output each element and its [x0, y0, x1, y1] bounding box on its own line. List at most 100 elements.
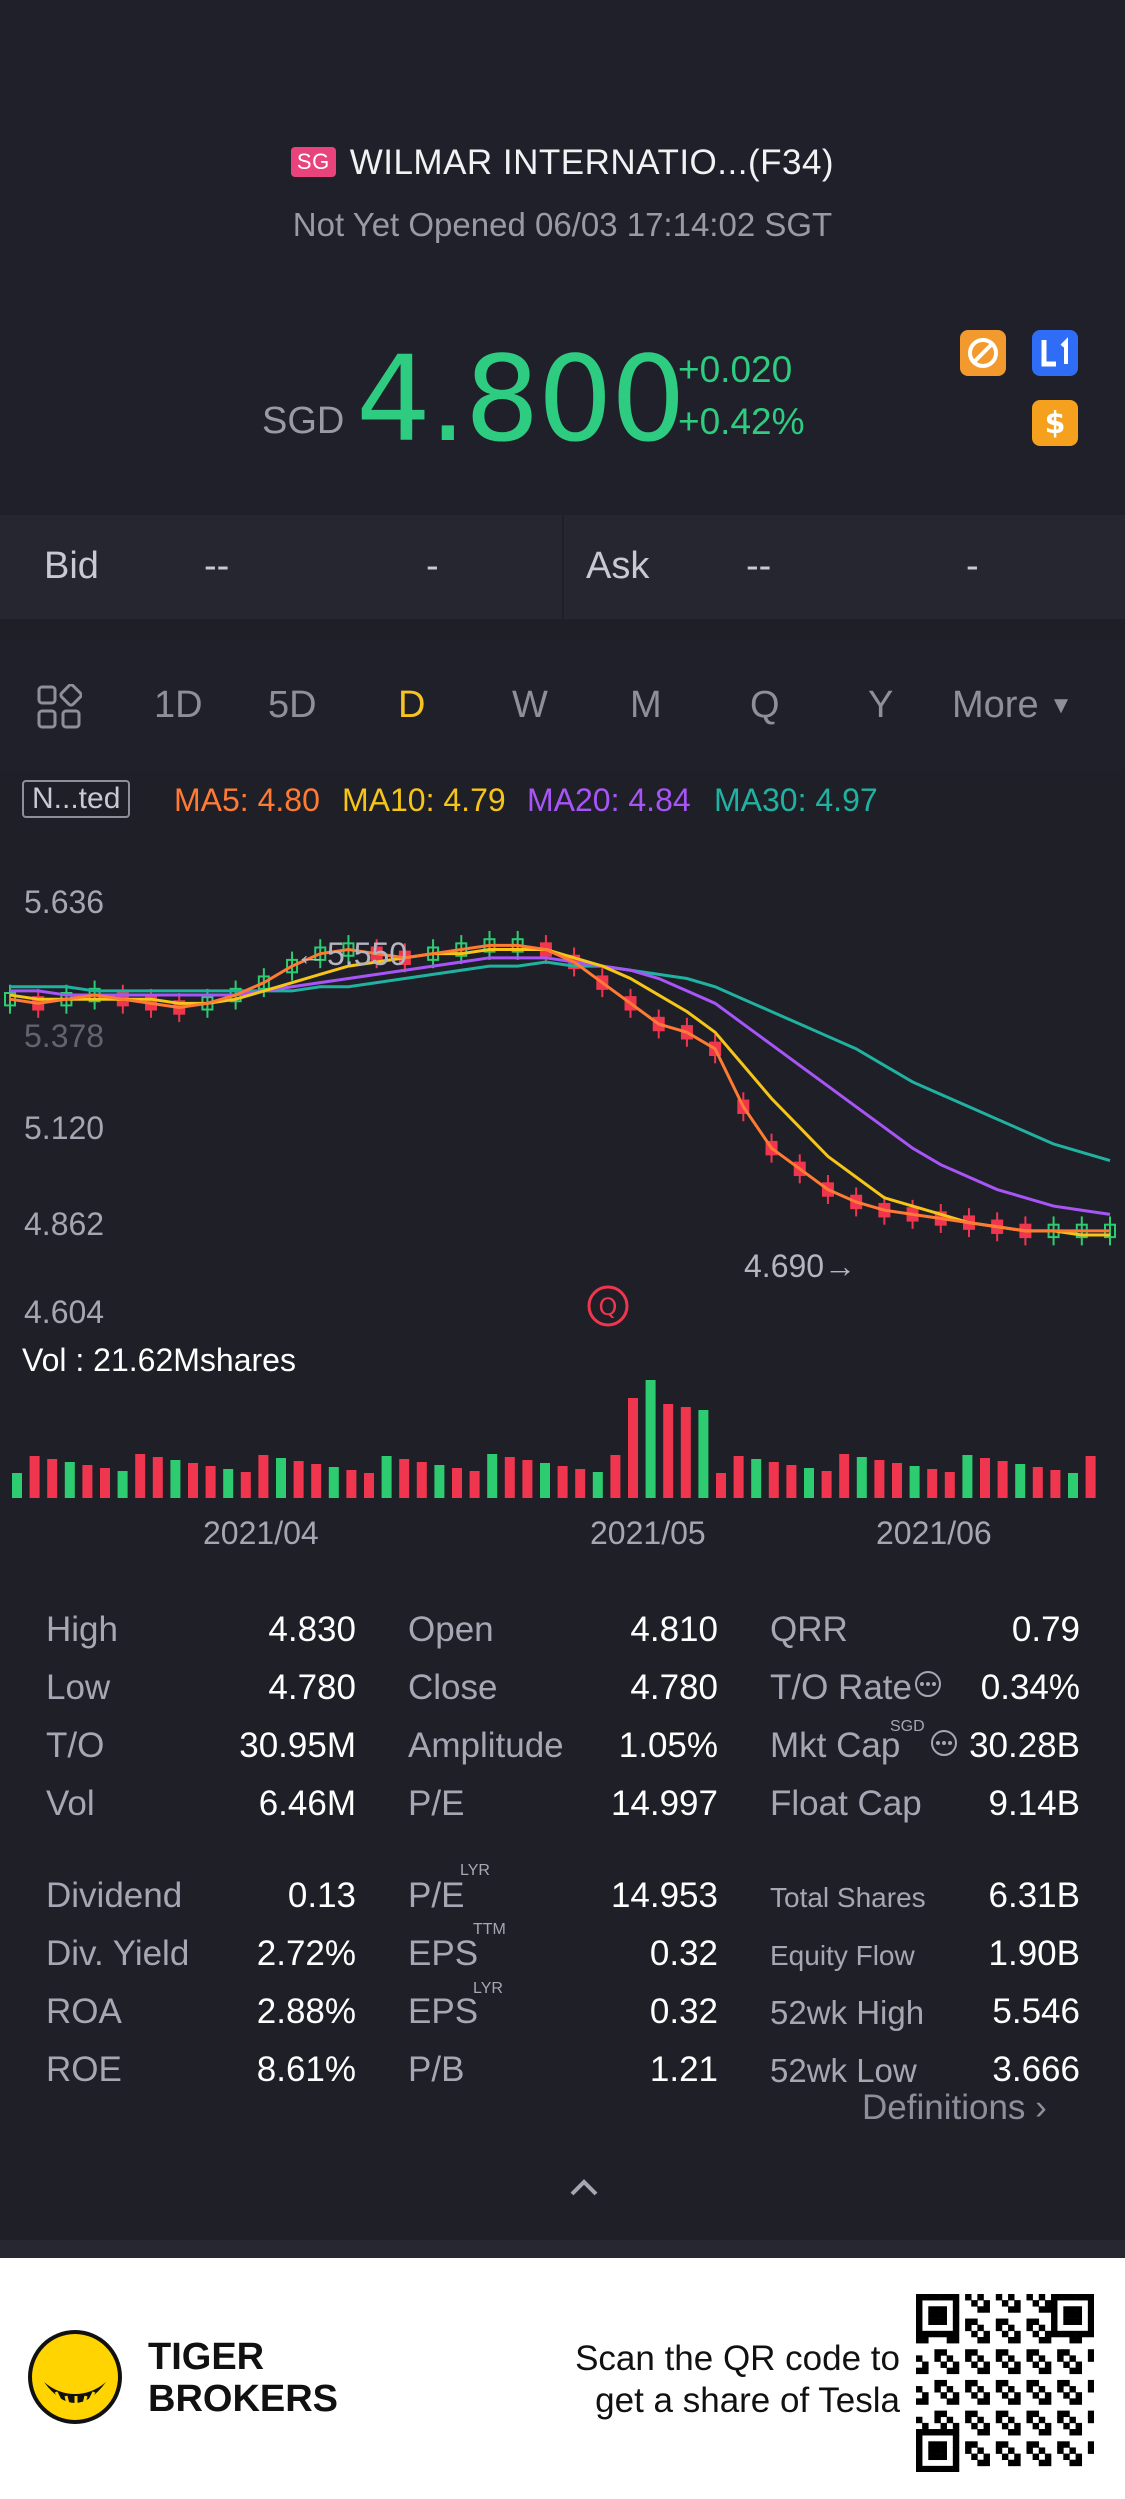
stat-label: P/E	[408, 1784, 465, 1823]
volume-bar	[1015, 1464, 1026, 1498]
level1-icon[interactable]	[1032, 330, 1078, 376]
market-status: Not Yet Opened 06/03 17:14:02 SGT	[292, 206, 833, 243]
info-icon[interactable]	[930, 1729, 958, 1757]
layout-grid-icon[interactable]	[36, 683, 83, 735]
volume-bar	[152, 1457, 163, 1498]
volume-bar	[346, 1470, 357, 1498]
volume-bar	[680, 1407, 691, 1498]
volume-bar	[997, 1461, 1008, 1498]
eps-ttm-sup: TTM	[473, 1921, 506, 1938]
candlestick-chart[interactable]	[0, 860, 1125, 1360]
change-percent: +0.42%	[678, 401, 805, 442]
ma30-line	[10, 960, 1111, 1163]
no-trading-icon[interactable]	[960, 330, 1006, 376]
volume-bar	[909, 1466, 920, 1498]
price-change: +0.020 +0.42%	[678, 344, 805, 448]
volume-bar	[504, 1457, 515, 1498]
promo-line2: get a share of Tesla	[595, 2381, 900, 2420]
ask-label: Ask	[586, 545, 650, 587]
volume-label: Vol : 21.62Mshares	[22, 1342, 296, 1378]
bid-price: --	[204, 545, 230, 587]
mktcap-currency-sup: SGD	[890, 1718, 925, 1735]
promo-footer: TIGER BROKERS Scan the QR code to get a …	[0, 2258, 1125, 2499]
definitions-link[interactable]: Definitions ›	[862, 2088, 1047, 2128]
volume-bar	[29, 1456, 40, 1498]
tab-m[interactable]: M	[630, 684, 662, 726]
y-tick-label: 4.604	[24, 1294, 105, 1330]
stat-value: 2.88%	[256, 1992, 356, 2031]
change-value: +0.020	[678, 349, 793, 390]
stat-label: Equity Flow	[770, 1940, 915, 1971]
stock-name: WILMAR INTERNATIO...(F34)	[349, 143, 835, 182]
volume-bar	[276, 1458, 286, 1498]
volume-bar	[364, 1473, 374, 1498]
chevron-right-icon: ›	[1035, 2088, 1047, 2127]
stat-value: 9.14B	[988, 1784, 1080, 1823]
stock-title: SG WILMAR INTERNATIO...(F34)	[0, 143, 1125, 183]
stat-value: 0.32	[649, 1934, 718, 1973]
info-icon[interactable]	[914, 1670, 942, 1698]
last-price: 4.800	[356, 330, 686, 468]
x-tick-label: 2021/06	[876, 1515, 992, 1551]
tab-q[interactable]: Q	[750, 684, 780, 726]
y-tick-label: 4.862	[24, 1206, 105, 1242]
candle-body	[286, 958, 299, 974]
stat-value: 30.95M	[239, 1726, 356, 1765]
stat-label: Div. Yield	[46, 1934, 190, 1973]
stat-label: Total Shares	[770, 1882, 926, 1913]
volume-bar	[135, 1454, 146, 1498]
stat-label: Vol	[46, 1784, 95, 1823]
stat-value: 4.830	[268, 1610, 356, 1649]
stat-value: 4.810	[630, 1610, 718, 1649]
dropdown-icon: ▼	[1049, 692, 1073, 719]
volume-bar	[223, 1469, 234, 1498]
ma20-line	[10, 956, 1111, 1216]
brand-line1: TIGER	[148, 2336, 265, 2378]
volume-bar	[980, 1458, 990, 1498]
tab-5d[interactable]: 5D	[268, 684, 317, 726]
volume-bar	[786, 1465, 797, 1498]
candle-body	[257, 975, 270, 990]
stat-value: 14.997	[610, 1784, 718, 1823]
volume-bar	[768, 1462, 779, 1498]
ma10-line	[9, 948, 1110, 1237]
qr-code[interactable]	[916, 2294, 1094, 2472]
tab-1d[interactable]: 1D	[154, 684, 203, 726]
volume-bar	[170, 1460, 181, 1498]
stat-label: EPS	[408, 1992, 479, 2031]
stat-label: ROE	[46, 2050, 122, 2089]
volume-bar	[592, 1472, 603, 1498]
tab-y[interactable]: Y	[868, 684, 894, 726]
volume-bar	[628, 1398, 638, 1498]
volume-bar	[311, 1464, 322, 1498]
currency-icon[interactable]: $	[1032, 400, 1078, 446]
currency-label: SGD	[262, 400, 345, 442]
tab-d[interactable]: D	[398, 684, 426, 726]
ma10-legend: MA10: 4.79	[342, 782, 506, 818]
volume-bar	[892, 1463, 902, 1498]
volume-bar	[944, 1472, 955, 1498]
tab-w[interactable]: W	[512, 684, 548, 726]
stat-label: EPS	[408, 1934, 479, 1973]
stat-value: 3.666	[992, 2050, 1080, 2089]
earnings-marker-icon[interactable]: Q	[586, 1284, 630, 1328]
stat-label: Open	[408, 1610, 494, 1649]
adjust-toggle[interactable]: N...ted	[22, 780, 131, 818]
stat-label: QRR	[770, 1610, 848, 1649]
period-tabs: 1D 5D D W M Q Y More ▼	[0, 640, 1125, 770]
volume-bar	[663, 1404, 674, 1498]
eps-lyr-sup: LYR	[473, 1980, 503, 1997]
chevron-up-icon[interactable]	[566, 2172, 602, 2202]
volume-bar	[452, 1468, 462, 1498]
tab-more[interactable]: More ▼	[952, 684, 1073, 727]
stat-label: Amplitude	[408, 1726, 564, 1765]
volume-bar	[522, 1460, 533, 1498]
low-annotation: 4.690→	[744, 1248, 857, 1284]
stat-label: Float Cap	[770, 1784, 922, 1823]
stat-label: 52wk Low	[770, 2052, 917, 2089]
x-tick-label: 2021/05	[590, 1515, 706, 1551]
volume-bar	[698, 1410, 709, 1498]
volume-bar	[1068, 1473, 1078, 1498]
stat-label: T/O Rate	[770, 1668, 912, 1707]
stat-value: 1.90B	[988, 1934, 1080, 1973]
